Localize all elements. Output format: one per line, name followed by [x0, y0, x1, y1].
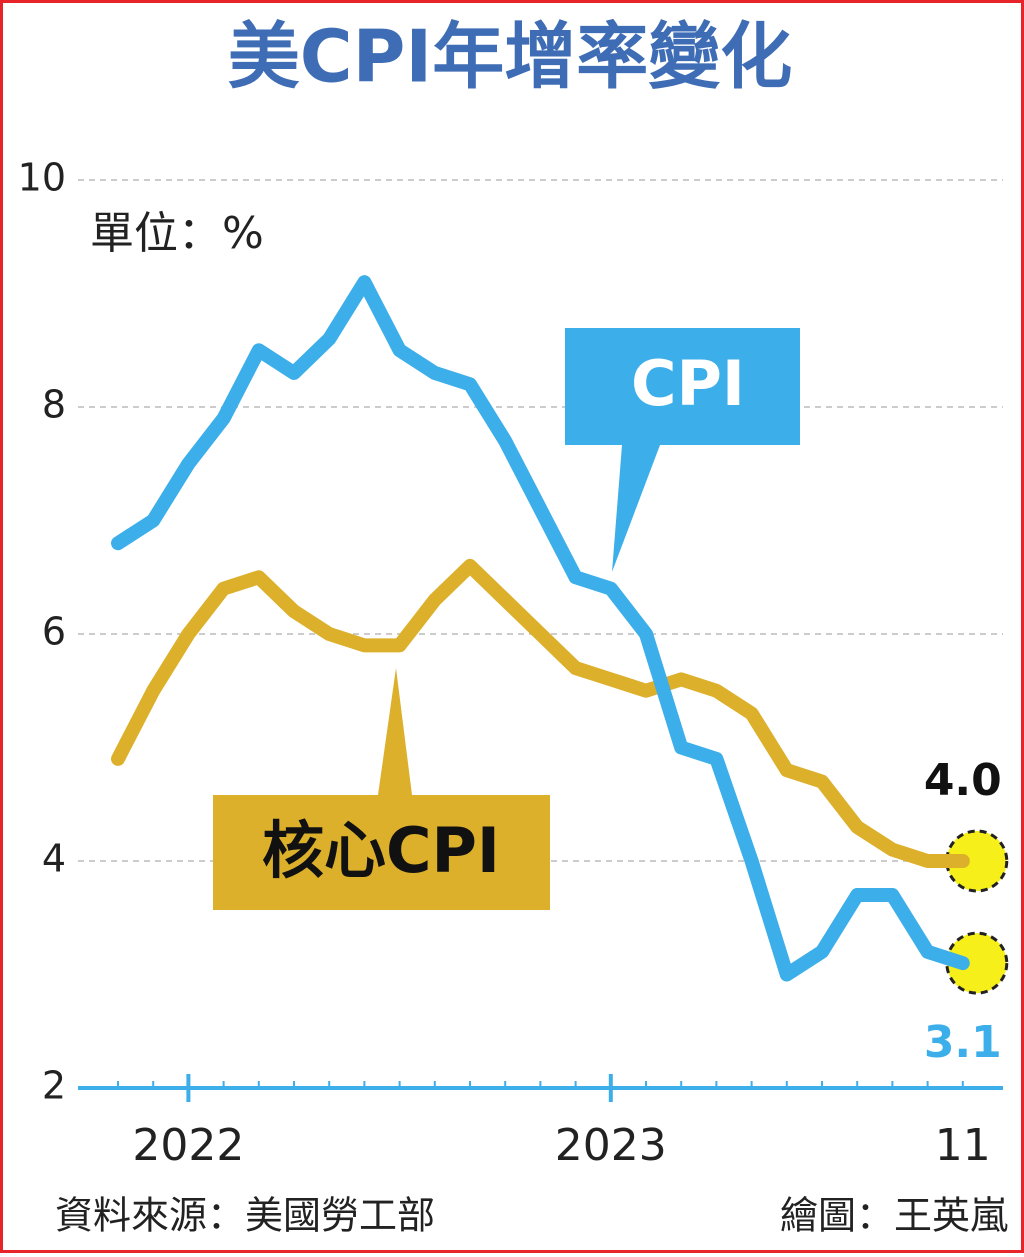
callout-pointer [378, 668, 412, 795]
end-highlight [945, 931, 1009, 995]
callout-pointer [612, 445, 660, 572]
legend-label: CPI [631, 347, 745, 420]
chart-title: 美CPI年增率變化 [228, 15, 792, 99]
legend-box [213, 795, 550, 910]
y-tick-label: 8 [42, 383, 66, 427]
x-tick-label: 2023 [555, 1120, 667, 1171]
y-tick-label: 10 [18, 156, 66, 200]
legend-box [565, 328, 800, 445]
data-label: 4.0 [924, 755, 1002, 806]
data-label: 3.1 [924, 1017, 1002, 1068]
legend-label: 核心CPI [262, 814, 500, 887]
source: 資料來源：美國勞工部 [55, 1194, 435, 1238]
y-tick-label: 6 [42, 610, 66, 654]
series-line [111, 275, 970, 982]
end-highlight [945, 829, 1009, 893]
series-line [111, 558, 970, 868]
y-tick-label: 4 [42, 837, 66, 881]
x-tick-label: 11 [935, 1120, 991, 1171]
credit: 繪圖：王英嵐 [780, 1194, 1008, 1238]
y-tick-label: 2 [42, 1064, 66, 1108]
unit-label: 單位：% [90, 208, 264, 259]
x-tick-label: 2022 [132, 1120, 244, 1171]
